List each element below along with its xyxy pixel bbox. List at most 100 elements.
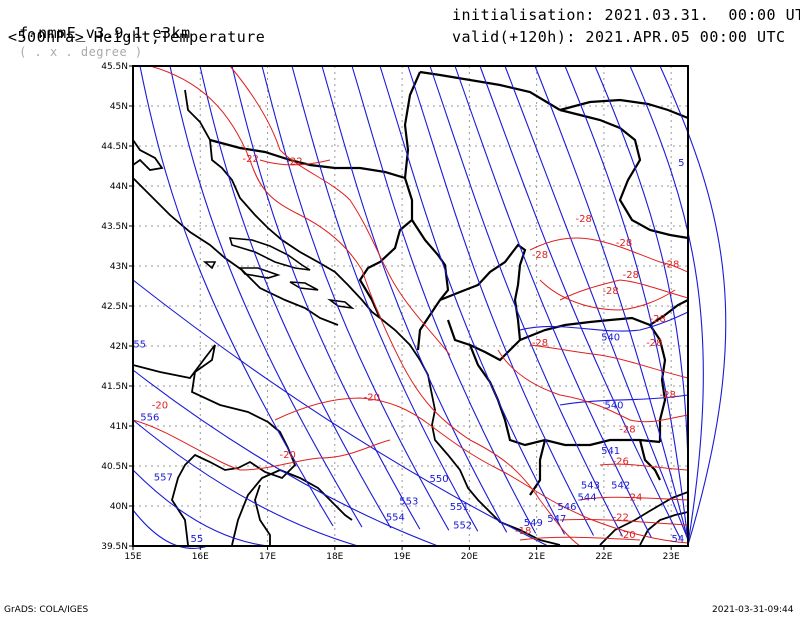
lon-tick-label: 17E	[259, 552, 276, 562]
height-contour-line	[429, 65, 623, 537]
temperature-contour-label: -22	[286, 156, 302, 167]
height-contour-label: 540	[604, 400, 623, 411]
height-contour-line	[559, 394, 689, 406]
height-contour-line	[629, 65, 704, 544]
model-title: f-nmmE_v3.9.1-e3km ( . x . degree )	[0, 6, 191, 60]
border-bulgaria	[519, 299, 689, 442]
temperature-labels: -22 -22-20-20-20-28-28-28-28-28-28-28-28-…	[152, 154, 680, 541]
temperature-contour-line	[599, 463, 689, 471]
projection-label: ( . x . degree )	[19, 45, 143, 59]
height-contour-label: 554	[386, 512, 405, 523]
temperature-contour-line	[149, 65, 581, 547]
height-contour-line	[659, 65, 727, 546]
lat-tick-label: 44.5N	[101, 142, 128, 152]
height-contour-line	[504, 65, 689, 540]
island-4	[202, 261, 217, 270]
height-contour-label: 541	[601, 446, 620, 457]
lon-tick-label: 21E	[528, 552, 545, 562]
temperature-contour-label: -22	[243, 154, 259, 165]
island-5	[327, 298, 355, 310]
height-contour-label: 542	[611, 480, 630, 491]
temperature-contour-label: -28	[663, 260, 679, 271]
height-contour-line	[132, 279, 549, 547]
temperature-contour-label: -28	[660, 390, 676, 401]
height-contour-line	[519, 311, 689, 332]
lat-tick-label: 41N	[110, 422, 128, 432]
software-credit: GrADS: COLA/IGES	[4, 605, 89, 615]
height-contour-line	[564, 65, 689, 542]
border-serbia-west	[403, 71, 450, 351]
temperature-contour-line	[539, 279, 676, 311]
border-north	[419, 70, 689, 120]
height-contour-label: 547	[547, 514, 566, 525]
temperature-contour-label: -28	[646, 338, 662, 349]
lat-tick-label: 43N	[110, 262, 128, 272]
lat-tick-label: 39.5N	[101, 542, 128, 552]
height-contour-line	[534, 65, 689, 541]
level-fields-title: <500hPa> Height,Temperature	[8, 28, 266, 46]
height-contour-label: 5	[678, 158, 684, 169]
lat-tick-label: 45N	[110, 102, 128, 112]
temperature-contour-label: -28	[532, 250, 548, 261]
temperature-contour-label: -28	[532, 338, 548, 349]
border-romania	[559, 108, 689, 240]
coastline-calabria	[231, 469, 353, 546]
height-contour-label: 549	[524, 518, 543, 529]
lon-tick-label: 22E	[595, 552, 612, 562]
temperature-contours	[132, 65, 689, 547]
lon-tick-label: 18E	[326, 552, 343, 562]
lon-tick-label: 16E	[192, 552, 209, 562]
lat-tick-label: 44N	[110, 182, 128, 192]
temperature-contour-label: -20	[364, 392, 380, 403]
axis-ticks: 15E 16E 17E 18E 19E 20E 21E 22E 23E 39.5N 40N 40.5N…	[101, 62, 680, 562]
temperature-contour-label: -28	[650, 314, 666, 325]
temperature-contour-label: -22	[613, 512, 629, 523]
height-contour-label: 553	[399, 496, 418, 507]
temperature-contour-label: -28	[576, 214, 592, 225]
temperature-contour-line	[497, 349, 689, 423]
lat-tick-label: 43.5N	[101, 222, 128, 232]
height-contour-line	[199, 65, 392, 529]
model-name: f-nmmE_v3.9.1-e3km	[19, 24, 191, 42]
height-contour-label: 557	[154, 472, 173, 483]
temperature-contour-line	[259, 159, 331, 166]
istria	[132, 139, 164, 171]
height-contour-label: 55	[191, 534, 204, 545]
island-1	[228, 237, 311, 271]
temperature-contour-line	[559, 279, 689, 301]
temperature-contour-line	[579, 496, 689, 501]
coastline-croatia	[184, 89, 381, 319]
lon-tick-label: 19E	[394, 552, 411, 562]
height-contour-line	[321, 65, 508, 533]
height-contour-line	[479, 65, 681, 539]
height-contour-label: 556	[140, 412, 159, 423]
coastlines-borders	[132, 70, 689, 546]
temperature-contour-line	[529, 237, 689, 273]
height-contour-label: 544	[578, 492, 597, 503]
height-contour-line	[132, 419, 359, 547]
temperature-contour-line	[229, 65, 451, 356]
height-contour-line	[379, 65, 566, 535]
render-timestamp: 2021-03-31-09:44	[712, 605, 794, 615]
coastline-balkan-south	[379, 317, 561, 546]
height-contour-label: 546	[557, 502, 576, 513]
lat-tick-label: 40N	[110, 502, 128, 512]
height-contour-line	[261, 65, 450, 531]
temperature-contour-line	[132, 419, 391, 471]
lon-tick-label: 15E	[124, 552, 141, 562]
valid-time: valid(+120h): 2021.APR.05 00:00 UTC	[452, 28, 786, 46]
init-time: initialisation: 2021.03.31. 00:00 UTC	[452, 6, 800, 24]
height-contour-line	[169, 65, 363, 528]
temperature-contour-label: -28	[616, 238, 632, 249]
height-contour-label: 55	[133, 340, 146, 351]
lat-tick-label: 42N	[110, 342, 128, 352]
border-greece	[529, 439, 661, 496]
height-contour-label: 550	[430, 474, 449, 485]
lon-tick-label: 20E	[461, 552, 478, 562]
height-contour-label: 540	[601, 332, 620, 343]
lon-tick-label: 23E	[663, 552, 680, 562]
border-kosovo	[439, 243, 527, 362]
height-contour-line	[132, 469, 269, 547]
